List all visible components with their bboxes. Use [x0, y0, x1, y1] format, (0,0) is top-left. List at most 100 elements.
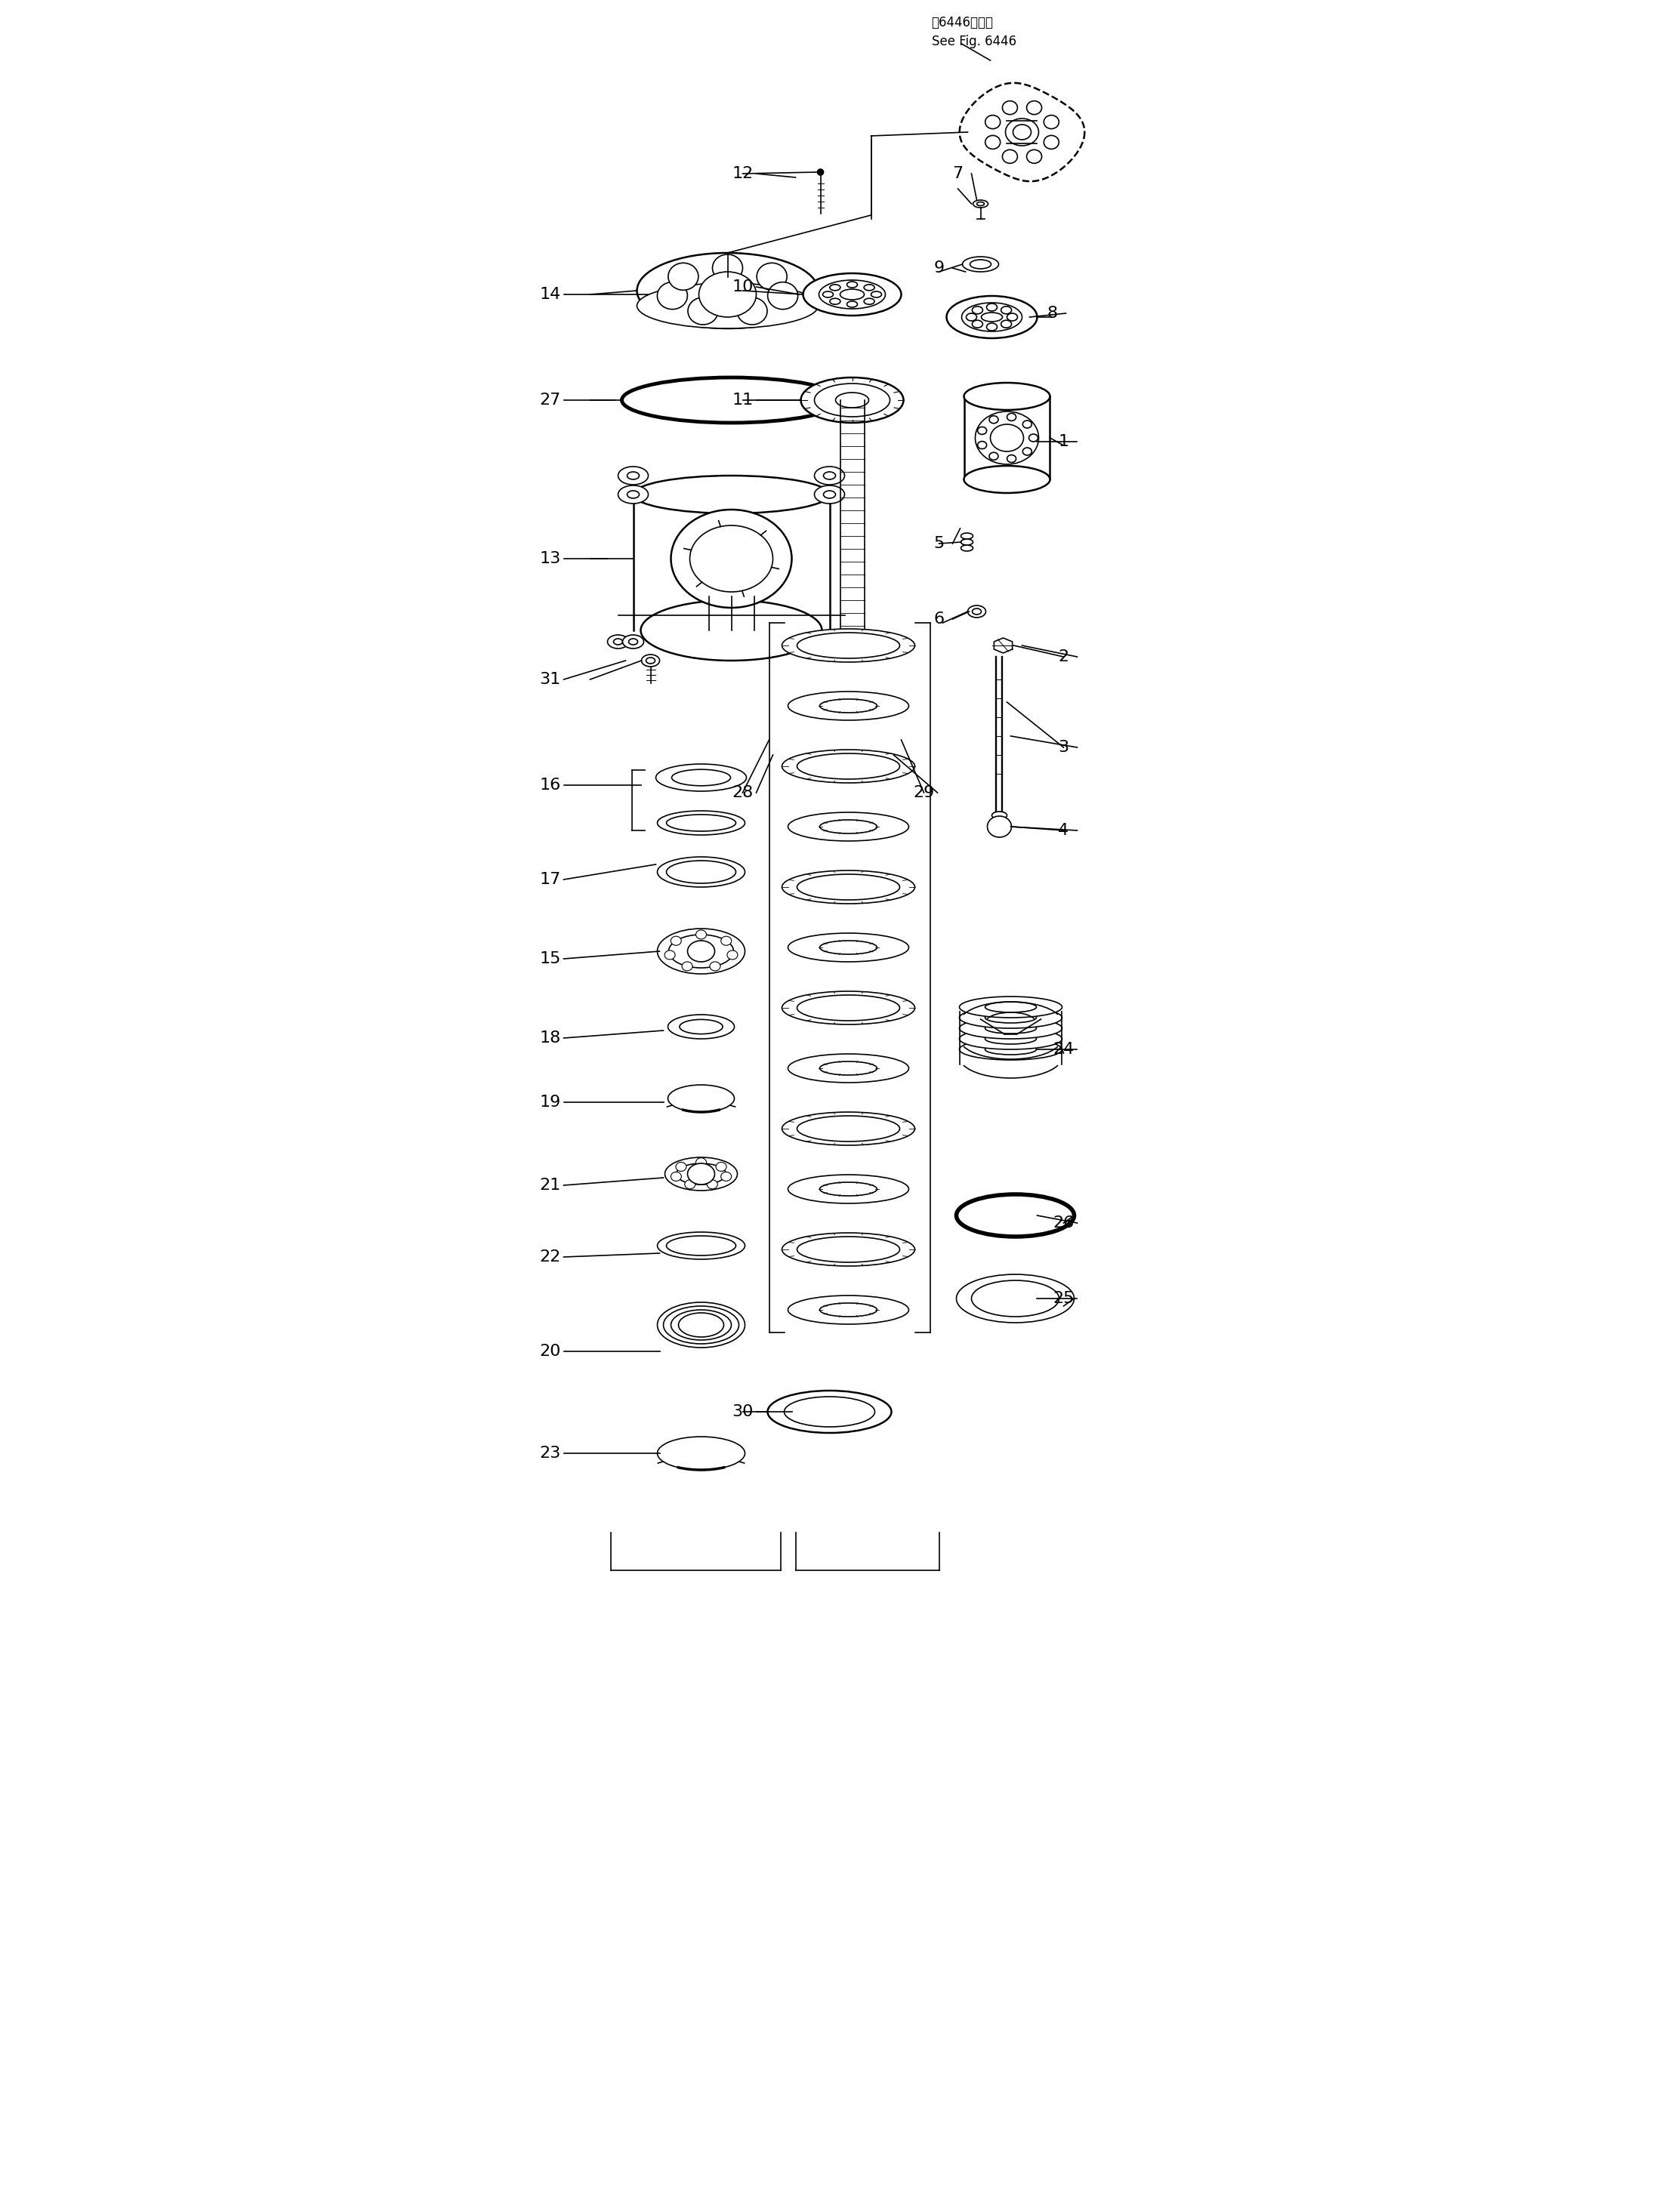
Ellipse shape — [781, 628, 914, 661]
Ellipse shape — [781, 750, 914, 783]
Ellipse shape — [972, 321, 982, 327]
Ellipse shape — [990, 425, 1024, 451]
Ellipse shape — [959, 1018, 1062, 1040]
Text: See Fig. 6446: See Fig. 6446 — [931, 35, 1015, 49]
Ellipse shape — [796, 1237, 899, 1263]
Ellipse shape — [987, 303, 997, 312]
Text: 27: 27 — [539, 392, 561, 407]
Ellipse shape — [989, 416, 999, 422]
Ellipse shape — [820, 821, 878, 834]
Ellipse shape — [645, 657, 655, 664]
Ellipse shape — [622, 635, 644, 648]
Ellipse shape — [665, 1157, 737, 1190]
Ellipse shape — [1000, 307, 1012, 314]
Ellipse shape — [1027, 150, 1042, 164]
Ellipse shape — [972, 199, 989, 208]
Ellipse shape — [685, 1179, 695, 1188]
Ellipse shape — [781, 872, 914, 905]
Ellipse shape — [657, 1436, 745, 1471]
Ellipse shape — [695, 929, 707, 940]
Ellipse shape — [967, 606, 985, 617]
Text: 28: 28 — [732, 785, 753, 801]
Ellipse shape — [956, 1194, 1073, 1237]
Ellipse shape — [820, 1181, 878, 1197]
Ellipse shape — [820, 635, 839, 648]
Ellipse shape — [977, 442, 987, 449]
Text: 9: 9 — [934, 261, 944, 276]
Ellipse shape — [664, 1305, 738, 1345]
Ellipse shape — [727, 951, 738, 960]
Ellipse shape — [962, 303, 1022, 332]
Ellipse shape — [710, 962, 720, 971]
Ellipse shape — [1000, 321, 1012, 327]
Text: 3: 3 — [1058, 739, 1068, 754]
Ellipse shape — [815, 467, 844, 484]
Ellipse shape — [679, 1314, 723, 1336]
Ellipse shape — [977, 427, 987, 434]
Ellipse shape — [992, 812, 1007, 818]
Ellipse shape — [669, 936, 733, 969]
Ellipse shape — [796, 995, 899, 1020]
Ellipse shape — [642, 655, 660, 666]
Ellipse shape — [823, 471, 836, 480]
Text: 29: 29 — [912, 785, 934, 801]
Ellipse shape — [768, 283, 798, 310]
Ellipse shape — [687, 1164, 715, 1183]
Ellipse shape — [1002, 150, 1017, 164]
Ellipse shape — [820, 281, 886, 310]
Ellipse shape — [640, 599, 821, 661]
Ellipse shape — [607, 635, 629, 648]
Ellipse shape — [675, 1161, 687, 1172]
Text: 16: 16 — [539, 779, 561, 792]
Ellipse shape — [964, 467, 1050, 493]
Ellipse shape — [677, 1164, 727, 1183]
Text: 26: 26 — [1053, 1214, 1075, 1230]
Ellipse shape — [712, 254, 743, 281]
Ellipse shape — [622, 378, 841, 422]
Ellipse shape — [781, 1113, 914, 1146]
Ellipse shape — [672, 770, 730, 785]
Ellipse shape — [962, 257, 999, 272]
Ellipse shape — [737, 296, 766, 325]
Ellipse shape — [972, 608, 980, 615]
Text: 6: 6 — [934, 611, 944, 626]
Ellipse shape — [1007, 314, 1017, 321]
Ellipse shape — [670, 1172, 682, 1181]
Ellipse shape — [1044, 115, 1058, 128]
Ellipse shape — [670, 509, 791, 608]
Text: 4: 4 — [1058, 823, 1068, 838]
Ellipse shape — [1044, 135, 1058, 148]
Ellipse shape — [788, 692, 909, 721]
Ellipse shape — [959, 1006, 1062, 1029]
Ellipse shape — [619, 467, 649, 484]
Ellipse shape — [687, 940, 715, 962]
Ellipse shape — [619, 484, 649, 504]
Ellipse shape — [665, 951, 675, 960]
Ellipse shape — [820, 1062, 878, 1075]
Ellipse shape — [961, 544, 972, 551]
Text: 2: 2 — [1058, 650, 1068, 664]
Ellipse shape — [961, 540, 972, 544]
Ellipse shape — [1002, 102, 1017, 115]
Ellipse shape — [864, 299, 874, 305]
Text: 25: 25 — [1053, 1292, 1075, 1305]
Ellipse shape — [680, 1020, 723, 1033]
Ellipse shape — [985, 1022, 1037, 1033]
Text: 7: 7 — [952, 166, 964, 181]
Ellipse shape — [655, 763, 747, 792]
Ellipse shape — [657, 812, 745, 834]
Ellipse shape — [1022, 420, 1032, 429]
Ellipse shape — [657, 283, 687, 310]
Ellipse shape — [788, 812, 909, 841]
Ellipse shape — [971, 259, 990, 270]
Ellipse shape — [961, 533, 972, 540]
Text: 19: 19 — [539, 1095, 561, 1110]
Ellipse shape — [977, 201, 984, 206]
Text: 10: 10 — [732, 279, 753, 294]
Ellipse shape — [670, 936, 682, 945]
Ellipse shape — [785, 1396, 874, 1427]
Ellipse shape — [657, 1232, 745, 1259]
Text: 第6446図参照: 第6446図参照 — [931, 15, 994, 29]
Ellipse shape — [825, 639, 834, 644]
Ellipse shape — [682, 962, 692, 971]
